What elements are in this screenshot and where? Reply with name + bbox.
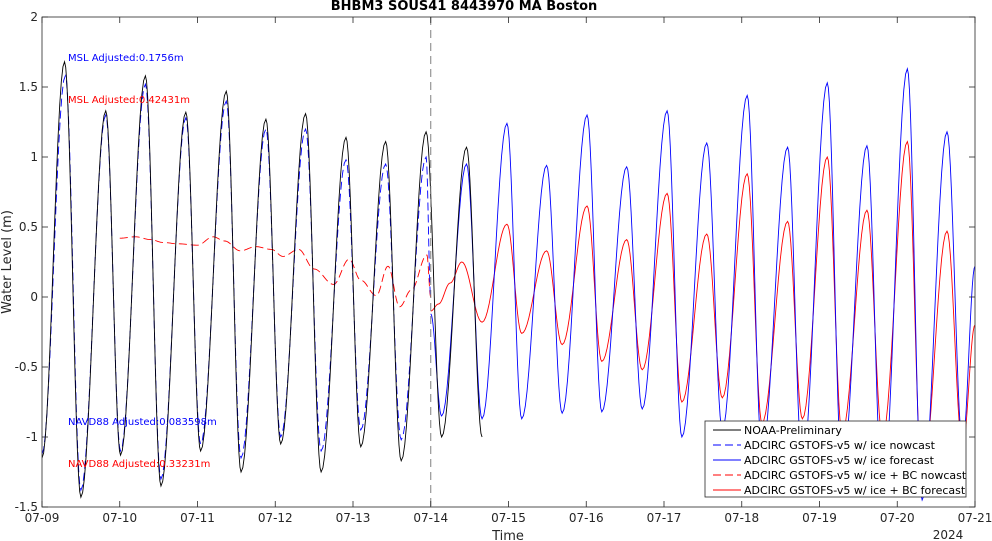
- legend-entry-3: ADCIRC GSTOFS-v5 w/ ice forecast: [744, 454, 935, 467]
- x-tick-label: 07-21: [958, 511, 992, 525]
- x-tick-label: 07-11: [180, 511, 215, 525]
- x-tick-label: 07-15: [491, 511, 526, 525]
- y-tick-label: -1.5: [15, 500, 38, 514]
- chart-title: BHBM3 SOUS41 8443970 MA Boston: [331, 0, 598, 14]
- x-tick-label: 07-10: [102, 511, 137, 525]
- y-tick-label: -0.5: [15, 360, 38, 374]
- series-group: [42, 60, 975, 502]
- y-axis-title: Water Level (m): [0, 210, 15, 314]
- legend: NOAA-Preliminary ADCIRC GSTOFS-v5 w/ ice …: [704, 420, 967, 498]
- y-tick-label: 1.5: [19, 80, 38, 94]
- x-tick-label: 07-18: [724, 511, 759, 525]
- annotation-2: MSL Adjusted:0.42431m: [68, 95, 190, 106]
- x-tick-label: 07-09: [25, 511, 60, 525]
- legend-entry-5: ADCIRC GSTOFS-v5 w/ ice + BC forecast: [744, 484, 966, 497]
- y-tick-label: 1: [30, 150, 38, 164]
- annotation-1: MSL Adjusted:0.1756m: [68, 53, 184, 64]
- y-tick-label: 0.5: [19, 220, 38, 234]
- y-tick-label: -1: [26, 430, 38, 444]
- series-line-4: [119, 236, 432, 308]
- legend-box: [704, 420, 967, 498]
- legend-entry-1: NOAA-Preliminary: [744, 424, 842, 437]
- x-axis-title: Time: [491, 529, 524, 541]
- annotation-3: NAVD88 Adjusted:0.083598m: [68, 417, 217, 428]
- y-tick-label: 2: [30, 10, 38, 24]
- series-line-3: [430, 67, 975, 502]
- series-line-5: [430, 140, 975, 481]
- x-tick-label: 07-19: [802, 511, 837, 525]
- y-tick-label: 0: [30, 290, 38, 304]
- series-line-1: [42, 60, 483, 499]
- legend-entry-4: ADCIRC GSTOFS-v5 w/ ice + BC nowcast: [744, 469, 967, 482]
- legend-entry-2: ADCIRC GSTOFS-v5 w/ ice nowcast: [744, 439, 936, 452]
- x-tick-label: 07-13: [336, 511, 371, 525]
- x-tick-label: 07-17: [647, 511, 682, 525]
- x-tick-label: 07-20: [880, 511, 915, 525]
- x-tick-label: 07-16: [569, 511, 604, 525]
- x-tick-label: 07-12: [258, 511, 293, 525]
- x-tick-label: 07-14: [413, 511, 448, 525]
- annotation-4: NAVD88 Adjusted:0.33231m: [68, 459, 210, 470]
- x-axis-year-label: 2024: [933, 528, 964, 541]
